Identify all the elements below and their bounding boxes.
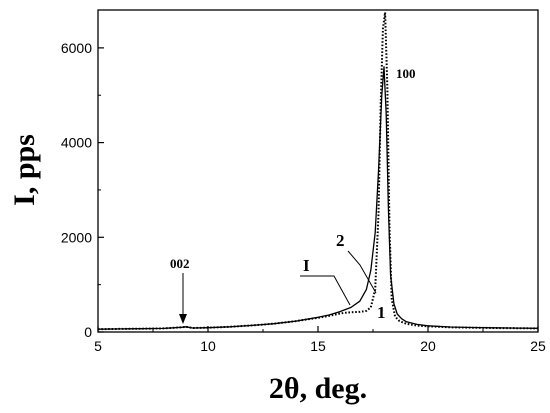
series-layer (97, 11, 539, 331)
y-axis-title: I, pps (8, 134, 41, 206)
y-tick-label-6000: 6000 (61, 40, 92, 56)
peak-002-arrowhead (179, 314, 187, 324)
peak-002-label: 002 (170, 256, 190, 271)
y-axis-ticks: 0 2000 4000 6000 (61, 40, 104, 340)
y-tick-label-2000: 2000 (61, 229, 92, 245)
x-axis-ticks: 5 10 15 20 25 (94, 326, 546, 354)
x-axis-title: 2θ, deg. (269, 372, 367, 405)
x-tick-label-5: 5 (94, 338, 102, 354)
label-2: 2 (336, 231, 345, 250)
peak-100-label: 100 (396, 66, 416, 81)
label-1: 1 (377, 303, 386, 322)
label-2-leader (347, 250, 377, 294)
label-I-leader (300, 275, 351, 306)
plot-frame (97, 9, 539, 333)
x-tick-label-25: 25 (530, 338, 546, 354)
label-I: I (303, 256, 310, 275)
series-line-1 (97, 11, 539, 331)
x-tick-label-10: 10 (200, 338, 216, 354)
series-line-2 (97, 66, 539, 330)
y-tick-label-0: 0 (84, 324, 92, 340)
x-tick-label-20: 20 (420, 338, 436, 354)
y-tick-label-4000: 4000 (61, 135, 92, 151)
x-tick-label-15: 15 (310, 338, 326, 354)
